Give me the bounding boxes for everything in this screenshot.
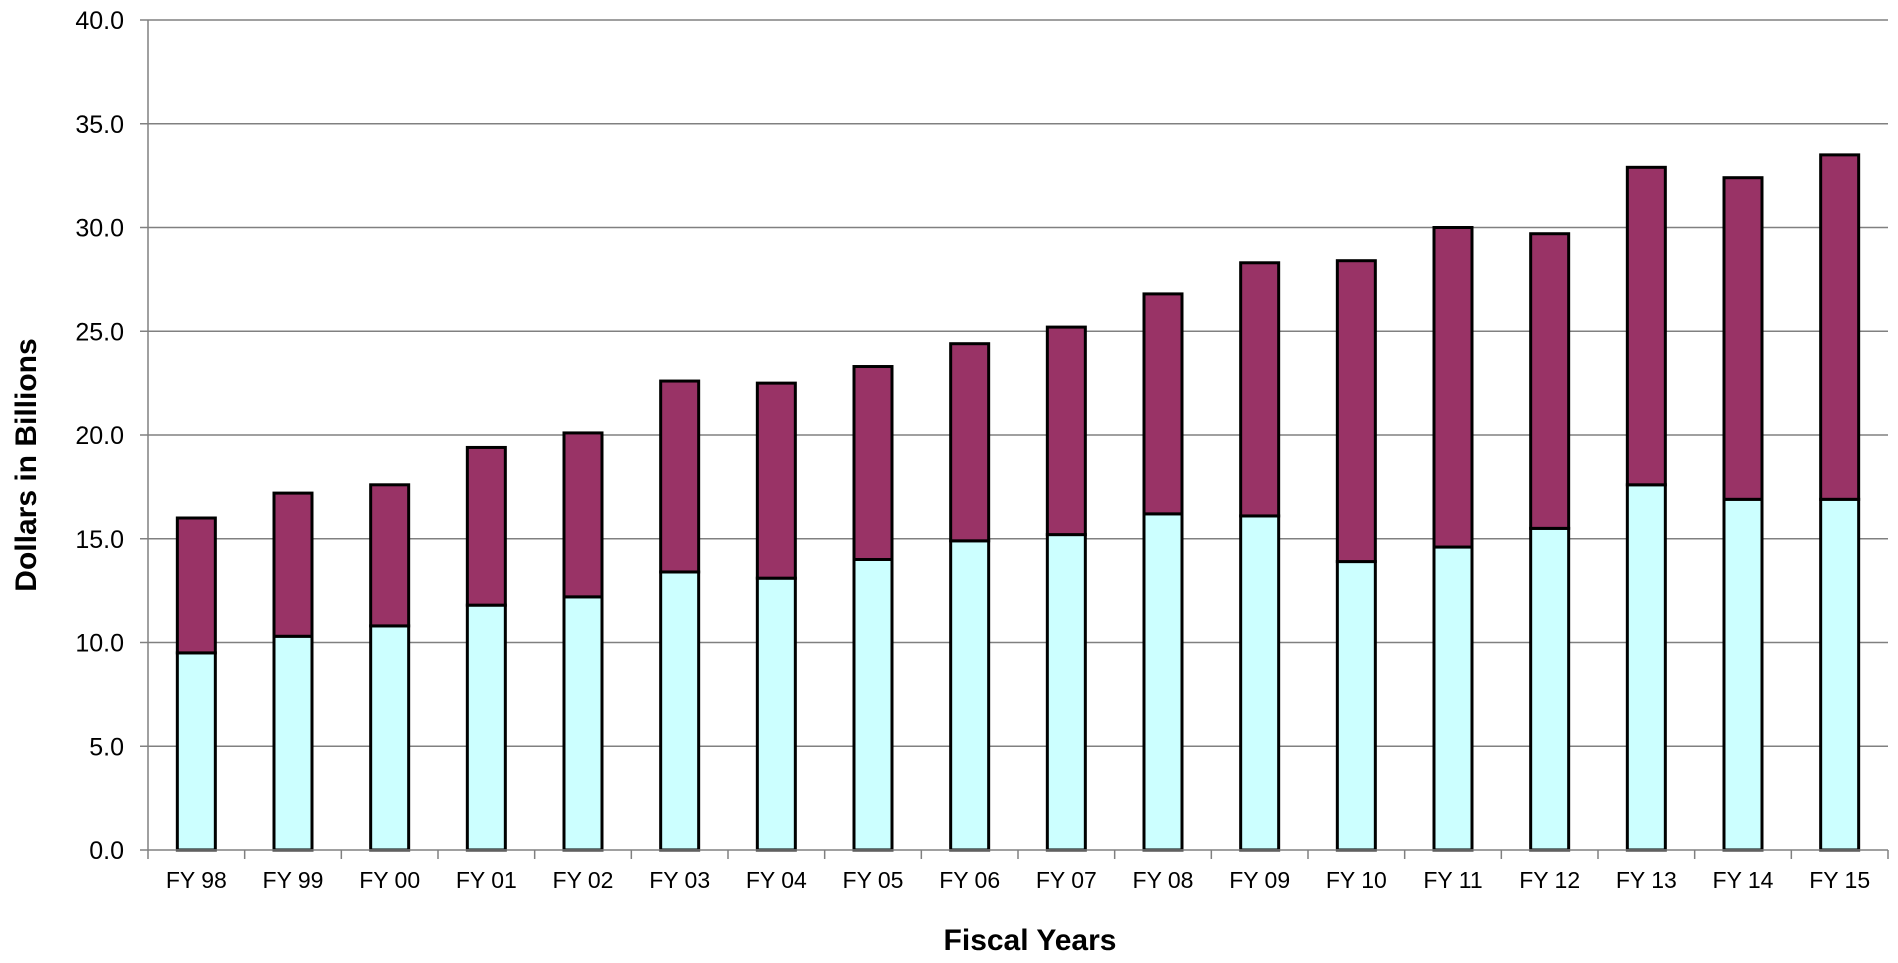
x-tick-label: FY 13 xyxy=(1616,867,1677,893)
bar-segment-lower xyxy=(562,595,604,852)
bar-segment-lower xyxy=(1529,526,1571,852)
y-tick-label: 20.0 xyxy=(75,422,124,450)
bar-segment-lower xyxy=(852,558,894,852)
x-tick-label: FY 06 xyxy=(939,867,1000,893)
bar-segment-upper xyxy=(1722,176,1764,501)
x-tick-label: FY 11 xyxy=(1423,867,1482,893)
x-tick-label: FY 09 xyxy=(1229,867,1290,893)
y-tick-label: 40.0 xyxy=(75,7,124,35)
x-tick-label: FY 08 xyxy=(1133,867,1194,893)
bar-segment-upper xyxy=(1819,153,1861,501)
bar-segment-lower xyxy=(1722,497,1764,852)
bar-segment-upper xyxy=(949,342,991,543)
bar-segment-lower xyxy=(1625,483,1667,852)
x-tick-label: FY 05 xyxy=(843,867,904,893)
bar-segment-upper xyxy=(1142,292,1184,516)
x-axis-title: Fiscal Years xyxy=(944,924,1117,957)
bar-segment-lower xyxy=(1819,497,1861,852)
bar-segment-upper xyxy=(852,365,894,561)
y-tick-label: 15.0 xyxy=(75,526,124,554)
y-tick-label: 25.0 xyxy=(75,318,124,346)
x-tick-label: FY 03 xyxy=(649,867,710,893)
x-tick-label: FY 15 xyxy=(1809,867,1870,893)
bar-segment-lower xyxy=(949,539,991,852)
y-tick-labels: 0.0 5.0 10.0 15.0 20.0 25.0 30.0 35.0 40.0 xyxy=(75,7,124,865)
y-tick-label: 35.0 xyxy=(75,111,124,139)
x-tick-label: FY 07 xyxy=(1036,867,1097,893)
x-tick-label: FY 01 xyxy=(456,867,517,893)
x-tick-label: FY 99 xyxy=(263,867,324,893)
bar-segment-lower xyxy=(1335,560,1377,852)
bar-segment-upper xyxy=(659,379,701,574)
x-tick-labels: FY 98 FY 99 FY 00 FY 01 FY 02 FY 03 FY 04 FY 05… xyxy=(166,867,1870,893)
bar-segment-upper xyxy=(369,483,411,628)
bar-segment-upper xyxy=(1432,226,1474,549)
bar-segment-lower xyxy=(369,624,411,852)
x-tick-label: FY 04 xyxy=(746,867,807,893)
bar-segment-lower xyxy=(465,603,507,852)
bar-segment-lower xyxy=(1045,533,1087,852)
bar-segment-upper xyxy=(272,491,314,638)
bar-segment-lower xyxy=(1142,512,1184,852)
bar-segment-lower xyxy=(1239,514,1281,852)
x-tick-label: FY 98 xyxy=(166,867,227,893)
bar-segment-upper xyxy=(1625,165,1667,487)
bar-segment-upper xyxy=(1335,259,1377,564)
y-tick-label: 5.0 xyxy=(89,733,124,761)
y-tick-label: 0.0 xyxy=(89,837,124,865)
y-tick-label: 10.0 xyxy=(75,630,124,658)
bar-segment-lower xyxy=(659,570,701,852)
y-axis-title: Dollars in Billions xyxy=(10,338,43,591)
bar-segment-upper xyxy=(755,381,797,580)
bar-segment-lower xyxy=(755,576,797,852)
x-tick-label: FY 10 xyxy=(1326,867,1387,893)
bar-segment-upper xyxy=(175,516,217,655)
bar-segment-upper xyxy=(465,445,507,607)
bar-segment-lower xyxy=(1432,545,1474,852)
bar-segment-upper xyxy=(1529,232,1571,530)
bar-segment-lower xyxy=(272,634,314,852)
x-tick-label: FY 02 xyxy=(553,867,614,893)
x-tick-label: FY 00 xyxy=(359,867,420,893)
bars xyxy=(175,153,1861,852)
x-tick-label: FY 14 xyxy=(1713,867,1774,893)
bar-segment-lower xyxy=(175,651,217,852)
y-tick-label: 30.0 xyxy=(75,215,124,243)
gridlines xyxy=(140,19,1888,851)
axes xyxy=(147,20,1889,859)
bar-segment-upper xyxy=(562,431,604,599)
x-tick-label: FY 12 xyxy=(1519,867,1580,893)
bar-segment-upper xyxy=(1045,325,1087,537)
bar-segment-upper xyxy=(1239,261,1281,518)
